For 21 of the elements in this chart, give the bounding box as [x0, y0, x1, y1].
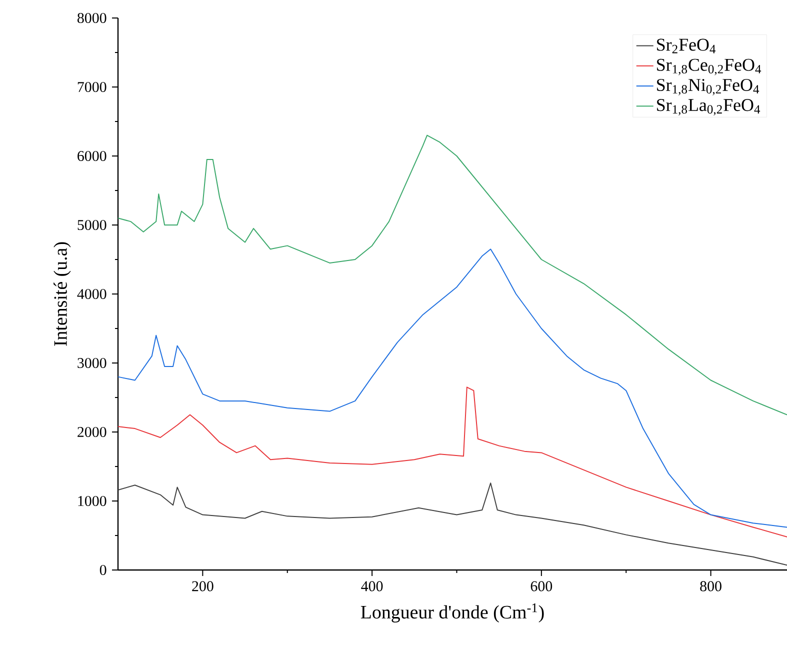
y-tick-label: 3000 — [78, 358, 106, 368]
y-tick-label: 5000 — [78, 220, 106, 230]
y-tick-label: 6000 — [78, 150, 106, 162]
line-series — [118, 248, 787, 528]
y-tick-label: 7000 — [78, 82, 106, 92]
legend-label: Sr$_{1,8}$Ni$_{0,2}$FeO$_{4}$ — [657, 78, 760, 96]
x-tick-label: 400 — [361, 581, 383, 592]
x-tick-label: 200 — [192, 581, 214, 592]
y-tick-label: 8000 — [77, 12, 106, 24]
legend-label: Sr$_{1,8}$Ce$_{0,2}$FeO$_{4}$ — [657, 58, 762, 76]
y-tick-label: 4000 — [77, 288, 106, 300]
legend-label: Sr$_{2}$FeO$_{4}$ — [657, 38, 716, 54]
x-axis-title: Longueur d'onde (Cm$^{-1}$) — [360, 603, 544, 622]
y-tick-label: 2000 — [78, 426, 106, 438]
y-tick-label: 1000 — [78, 496, 106, 506]
x-tick-label: 800 — [700, 581, 722, 592]
y-tick-label: 0 — [100, 564, 106, 576]
y-axis-title: Intensité (u.a) — [54, 242, 71, 346]
legend-label: Sr$_{1,8}$La$_{0,2}$FeO$_{4}$ — [657, 99, 760, 116]
x-tick-label: 600 — [530, 581, 552, 592]
line-series — [118, 482, 787, 566]
